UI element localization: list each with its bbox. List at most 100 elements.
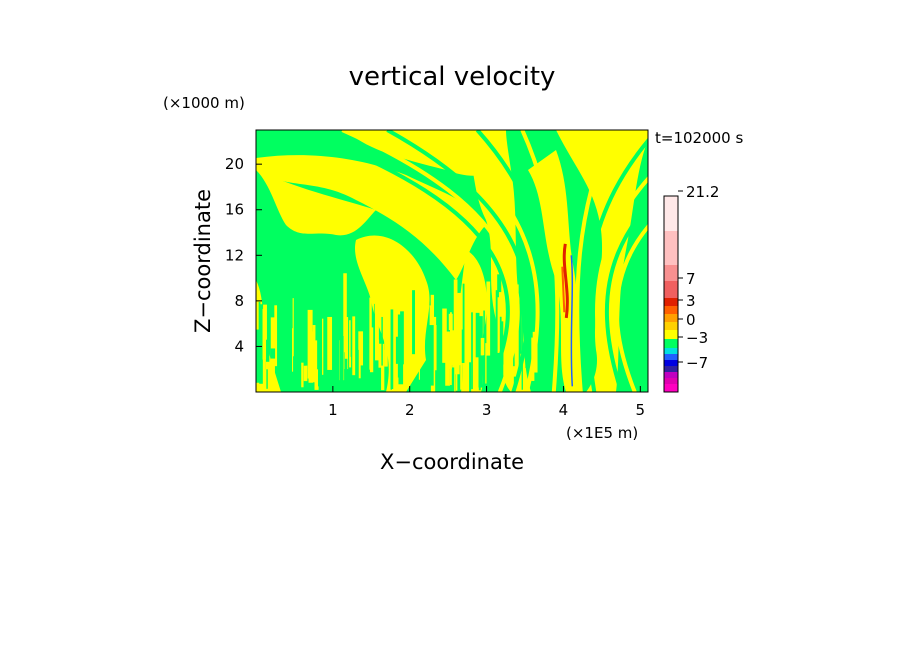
plot-area — [256, 130, 648, 392]
field-streak — [384, 296, 388, 367]
colorbar-swatch — [664, 330, 678, 339]
colorbar-swatch — [664, 339, 678, 348]
field-streak — [395, 336, 400, 364]
field-streak — [412, 290, 415, 355]
field-streak — [486, 281, 491, 356]
field-streak — [369, 368, 375, 389]
colorbar-label: 0 — [686, 311, 696, 329]
colorbar-swatch — [664, 196, 678, 231]
field-streak — [301, 296, 306, 366]
colorbar-swatch — [664, 306, 678, 314]
field-streak — [495, 290, 499, 364]
field-streak — [292, 328, 294, 372]
wave-band — [386, 130, 530, 392]
wave-band — [520, 130, 560, 392]
field-streak — [457, 292, 462, 366]
field-streak — [381, 316, 383, 366]
x-unit-label: (×1E5 m) — [566, 424, 638, 442]
field-streak — [469, 362, 472, 392]
field-streak — [442, 308, 447, 363]
field-streak — [405, 320, 410, 385]
field-streak — [291, 369, 295, 390]
y-axis-ticks: 4 8 12 16 20 — [225, 155, 262, 355]
field-streak — [339, 335, 344, 384]
field-streak — [274, 305, 278, 367]
colorbar-labels: 21.2 7 30−3 −7 — [678, 183, 719, 372]
colorbar-label: −7 — [686, 354, 708, 372]
field-streak — [263, 318, 266, 388]
field-streak — [462, 283, 465, 361]
colorbar-swatch — [664, 281, 678, 298]
field-streak — [364, 342, 366, 388]
colorbar-swatch — [664, 360, 678, 366]
field-streak — [307, 309, 313, 379]
field-streak — [378, 339, 380, 359]
x-axis-label: X−coordinate — [380, 450, 524, 474]
updraft-region — [256, 155, 486, 280]
field-streak — [445, 331, 450, 386]
field-streak — [518, 317, 521, 368]
colorbar-swatch — [664, 366, 678, 372]
field-streak — [303, 365, 308, 382]
colorbar-frame — [663, 195, 679, 393]
field-streak — [327, 316, 333, 370]
field-streak — [475, 312, 480, 358]
field-streak — [349, 320, 352, 368]
field-streak — [257, 365, 259, 376]
field-streak — [483, 310, 485, 362]
wave-band — [296, 130, 510, 392]
field-streak — [292, 298, 294, 357]
field-streak — [270, 317, 275, 376]
colorbar-swatch — [664, 354, 678, 360]
wave-band — [585, 137, 648, 392]
time-label: t=102000 s — [655, 129, 743, 147]
field-streak — [270, 348, 276, 359]
chart-title: vertical velocity — [349, 62, 556, 92]
field-streak — [507, 297, 512, 374]
updraft-region — [256, 170, 376, 236]
x-tick-label: 2 — [405, 401, 415, 419]
field-streak — [256, 329, 261, 383]
field-streak — [478, 322, 481, 391]
field-streak — [453, 279, 458, 359]
field-streak — [301, 362, 304, 388]
colorbar-swatch — [664, 314, 678, 322]
x-tick-label: 4 — [559, 401, 569, 419]
field-streak — [485, 343, 487, 384]
field-streak — [369, 327, 374, 373]
field-streak — [314, 340, 319, 390]
field-streak — [454, 326, 456, 392]
field-streak — [344, 358, 348, 390]
field-streak — [471, 312, 473, 390]
colorbar-swatch — [664, 378, 678, 384]
updraft-core-edge — [561, 266, 566, 313]
x-axis-ticks: 1 2 3 4 5 — [328, 386, 645, 419]
x-tick-label: 3 — [482, 401, 492, 419]
colorbar-swatch — [664, 231, 678, 265]
wave-band — [595, 176, 648, 392]
wave-band — [431, 130, 540, 392]
colorbar-swatch — [664, 372, 678, 378]
field-streak — [497, 297, 500, 353]
field-streak — [364, 314, 368, 362]
field-streak — [266, 369, 268, 389]
field-streak — [471, 343, 476, 376]
y-tick-label: 20 — [225, 155, 244, 173]
field-streak — [317, 315, 320, 370]
field-streak — [434, 316, 439, 392]
field-streak — [429, 325, 434, 386]
field-streak — [281, 321, 285, 376]
wave-band — [575, 130, 615, 392]
field-streak — [358, 331, 364, 366]
x-tick-label: 5 — [636, 401, 646, 419]
field-streak — [337, 310, 339, 391]
field-streak — [350, 299, 353, 357]
y-tick-label: 8 — [234, 292, 244, 310]
field-streak — [427, 343, 430, 369]
field-streak — [451, 365, 456, 388]
wave-band — [614, 223, 648, 392]
y-unit-label: (×1000 m) — [163, 94, 245, 112]
field-streak — [433, 324, 437, 371]
colorbar-label: 7 — [686, 270, 696, 288]
